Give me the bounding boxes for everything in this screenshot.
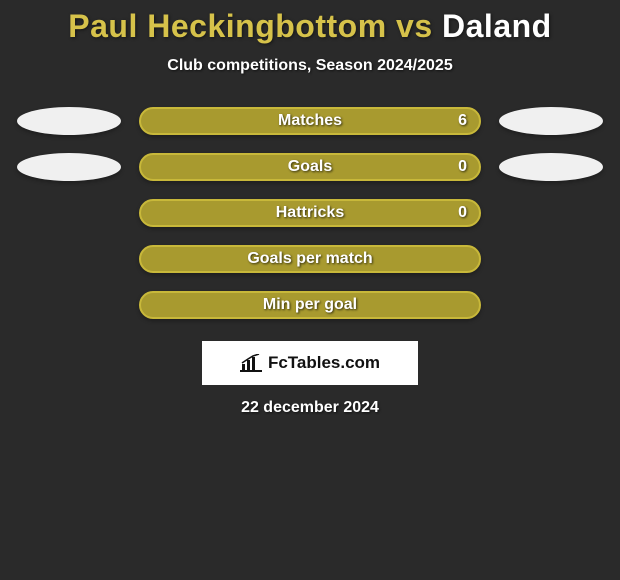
pill-spacer (499, 291, 603, 319)
pill-spacer (17, 199, 121, 227)
brand-badge: FcTables.com (202, 341, 418, 385)
stat-value: 0 (458, 158, 467, 176)
title-player2: Daland (442, 8, 552, 44)
stat-row-matches: Matches 6 (0, 107, 620, 135)
subtitle: Club competitions, Season 2024/2025 (167, 57, 452, 75)
stat-value: 0 (458, 204, 467, 222)
stat-bar: Hattricks 0 (139, 199, 481, 227)
stat-bar: Goals per match (139, 245, 481, 273)
stat-bar: Goals 0 (139, 153, 481, 181)
comparison-infographic: Paul Heckingbottom vs Daland Club compet… (0, 0, 620, 417)
stat-label: Min per goal (263, 296, 357, 314)
title-player1: Paul Heckingbottom (68, 8, 386, 44)
title-vs: vs (387, 8, 442, 44)
pill-spacer (17, 245, 121, 273)
stat-bar: Matches 6 (139, 107, 481, 135)
right-pill (499, 153, 603, 181)
chart-icon (240, 354, 262, 372)
stat-bar: Min per goal (139, 291, 481, 319)
stat-label: Goals (288, 158, 332, 176)
stat-row-goals: Goals 0 (0, 153, 620, 181)
stat-rows: Matches 6 Goals 0 Hattricks 0 Goals (0, 107, 620, 319)
stat-row-hattricks: Hattricks 0 (0, 199, 620, 227)
stat-label: Matches (278, 112, 342, 130)
stat-row-min-per-goal: Min per goal (0, 291, 620, 319)
stat-label: Goals per match (247, 250, 372, 268)
right-pill (499, 107, 603, 135)
left-pill (17, 107, 121, 135)
date-label: 22 december 2024 (241, 399, 379, 417)
stat-label: Hattricks (276, 204, 344, 222)
pill-spacer (499, 245, 603, 273)
brand-text: FcTables.com (268, 353, 380, 373)
stat-row-goals-per-match: Goals per match (0, 245, 620, 273)
pill-spacer (499, 199, 603, 227)
page-title: Paul Heckingbottom vs Daland (68, 8, 551, 45)
pill-spacer (17, 291, 121, 319)
left-pill (17, 153, 121, 181)
stat-value: 6 (458, 112, 467, 130)
